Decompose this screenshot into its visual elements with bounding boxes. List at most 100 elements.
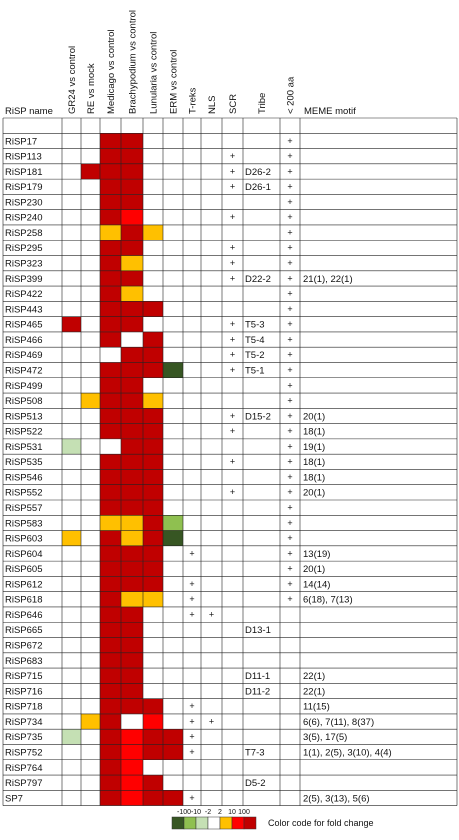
heatmap-cell <box>143 423 163 439</box>
row-label: RiSP469 <box>5 350 43 361</box>
heatmap-cell <box>121 469 143 485</box>
row-label: RiSP179 <box>5 182 43 193</box>
heatmap-cell <box>121 347 143 363</box>
heatmap-cell <box>100 515 121 531</box>
flag-mark: + <box>230 411 235 421</box>
heatmap-cell <box>143 393 163 409</box>
heatmap-cell <box>100 362 121 378</box>
flag-mark: + <box>287 548 292 558</box>
heatmap-cell <box>121 698 143 714</box>
flag-mark: + <box>287 503 292 513</box>
legend-swatch <box>231 816 245 830</box>
flag-mark: + <box>287 411 292 421</box>
flag-mark: + <box>189 594 194 604</box>
heatmap-cell <box>143 454 163 470</box>
heatmap-cell <box>143 775 163 791</box>
row-label: RiSP323 <box>5 259 43 270</box>
heatmap-cell <box>163 530 183 546</box>
row-label: RiSP683 <box>5 656 43 667</box>
tribe-label: D15-2 <box>245 411 271 422</box>
legend-tick: -100 <box>177 809 191 816</box>
row-label: RiSP618 <box>5 595 43 606</box>
flag-mark: + <box>287 487 292 497</box>
tribe-label: D11-2 <box>245 686 270 697</box>
row-label: RiSP522 <box>5 427 43 438</box>
heatmap-cell <box>143 408 163 424</box>
flag-mark: + <box>287 579 292 589</box>
row-label: RiSP604 <box>5 549 43 560</box>
meme-motif-label: 1(1), 2(5), 3(10), 4(4) <box>303 747 392 758</box>
meme-motif-label: 21(1), 22(1) <box>303 274 353 285</box>
flag-mark: + <box>230 350 235 360</box>
heatmap-cell <box>143 713 163 730</box>
heatmap-cell <box>100 148 121 164</box>
column-header: Brachypodium vs control <box>128 10 139 114</box>
meme-motif-label: 20(1) <box>303 564 325 575</box>
tribe-label: T5-2 <box>245 350 265 361</box>
heatmap-cell <box>143 438 163 455</box>
meme-motif-label: 6(18), 7(13) <box>303 595 353 606</box>
heatmap-cell <box>121 377 143 394</box>
heatmap-cell <box>121 270 143 287</box>
heatmap-cell <box>143 347 163 363</box>
row-label: RiSP465 <box>5 320 43 331</box>
heatmap-cell <box>121 759 143 776</box>
heatmap-cell <box>143 224 163 241</box>
meme-motif-label: 3(5), 17(5) <box>303 732 347 743</box>
tribe-label: D13-1 <box>245 625 271 636</box>
heatmap-cell <box>100 179 121 195</box>
flag-mark: + <box>189 732 194 742</box>
flag-mark: + <box>287 533 292 543</box>
heatmap-cell <box>100 469 121 485</box>
heatmap-cell <box>100 545 121 562</box>
heatmap-cell <box>121 194 143 210</box>
heatmap-cell <box>100 530 121 546</box>
heatmap-cell <box>143 744 163 760</box>
flag-mark: + <box>287 197 292 207</box>
flag-mark: + <box>230 487 235 497</box>
heatmap-cell <box>143 790 163 806</box>
flag-mark: + <box>189 579 194 589</box>
heatmap-cell <box>121 240 143 256</box>
heatmap-cell <box>100 500 121 516</box>
legend-swatch <box>183 816 197 830</box>
row-label: RiSP752 <box>5 747 43 758</box>
flag-mark: + <box>230 258 235 268</box>
heatmap-cell <box>81 713 100 730</box>
row-label: RiSP646 <box>5 610 43 621</box>
heatmap-cell <box>121 683 143 699</box>
flag-mark: + <box>287 426 292 436</box>
legend-tick: 100 <box>238 809 250 816</box>
legend-swatch <box>219 816 233 830</box>
row-label: RiSP472 <box>5 365 43 376</box>
heatmap-cell <box>121 637 143 653</box>
heatmap-cell <box>100 652 121 669</box>
heatmap-cell <box>121 545 143 562</box>
heatmap-cell <box>163 744 183 760</box>
heatmap-cell <box>121 561 143 577</box>
heatmap-cell <box>143 545 163 562</box>
heatmap-cell <box>100 454 121 470</box>
legend-tick: -2 <box>205 809 211 816</box>
heatmap-cell <box>143 591 163 607</box>
heatmap-cell <box>121 775 143 791</box>
legend-title: Color code for fold change <box>268 818 374 828</box>
row-label: RiSP715 <box>5 671 43 682</box>
column-header: Lunularia vs control <box>149 32 160 114</box>
heatmap-cell <box>121 515 143 531</box>
flag-mark: + <box>287 212 292 222</box>
heatmap-cell <box>100 713 121 730</box>
heatmap-cell <box>100 683 121 699</box>
flag-mark: + <box>287 227 292 237</box>
heatmap-cell <box>100 163 121 180</box>
heatmap-cell <box>81 163 100 180</box>
heatmap-cell <box>163 729 183 745</box>
heatmap-cell <box>143 484 163 500</box>
row-label: RiSP612 <box>5 579 43 590</box>
flag-mark: + <box>287 350 292 360</box>
heatmap-cell <box>163 515 183 531</box>
tribe-label: D26-2 <box>245 167 271 178</box>
heatmap-cell <box>121 790 143 806</box>
row-label: RiSP734 <box>5 717 43 728</box>
